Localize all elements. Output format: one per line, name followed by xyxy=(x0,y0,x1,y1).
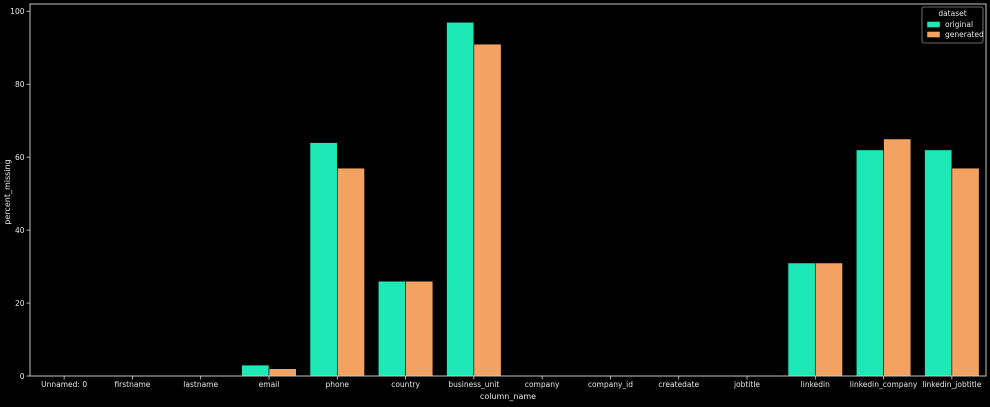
x-tick-label-12: linkedin_company xyxy=(850,380,918,389)
bar-generated-11 xyxy=(814,262,843,377)
legend-title: dataset xyxy=(938,9,966,18)
bar-original-3 xyxy=(241,364,270,377)
plot-frame xyxy=(29,3,987,377)
x-tick-label-10: jobtitle xyxy=(733,380,760,389)
y-tick-label-4: 80 xyxy=(15,80,25,89)
x-tick-label-2: lastname xyxy=(183,380,218,389)
x-tick-label-5: country xyxy=(391,380,420,389)
x-tick-label-0: Unnamed: 0 xyxy=(41,380,87,389)
x-tick-label-7: company xyxy=(525,380,560,389)
axes-layer xyxy=(29,3,987,377)
bar-original-6 xyxy=(446,21,475,377)
y-tick-label-5: 100 xyxy=(10,7,25,16)
legend-swatch-generated xyxy=(926,31,941,38)
x-tick-label-8: company_id xyxy=(588,380,633,389)
x-tick-label-9: createdate xyxy=(658,380,699,389)
legend-swatch-original xyxy=(926,21,941,28)
y-tick-label-2: 40 xyxy=(15,226,25,235)
bar-generated-4 xyxy=(336,167,365,377)
bar-generated-3 xyxy=(268,368,297,377)
bar-generated-5 xyxy=(405,280,434,377)
x-tick-label-3: email xyxy=(259,380,280,389)
bar-original-4 xyxy=(309,142,338,377)
bar-generated-13 xyxy=(951,167,980,377)
x-tick-label-13: linkedin_jobtitle xyxy=(922,380,981,389)
legend-label-original: original xyxy=(945,20,973,29)
bar-original-13 xyxy=(924,149,953,377)
y-tick-label-1: 20 xyxy=(15,299,25,308)
bar-generated-6 xyxy=(473,43,502,377)
x-tick-label-6: business_unit xyxy=(448,380,499,389)
y-tick-label-0: 0 xyxy=(20,372,25,381)
legend-label-generated: generated xyxy=(945,30,984,39)
bar-original-11 xyxy=(787,262,816,377)
y-axis-label: percent_missing xyxy=(3,159,12,224)
x-tick-label-1: firstname xyxy=(114,380,150,389)
x-tick-label-11: linkedin xyxy=(801,380,830,389)
bar-generated-12 xyxy=(883,138,912,377)
bars-layer xyxy=(241,21,980,377)
y-tick-label-3: 60 xyxy=(15,153,25,162)
x-tick-label-4: phone xyxy=(326,380,350,389)
bar-original-12 xyxy=(855,149,884,377)
x-axis-label: column_name xyxy=(480,392,536,401)
bar-original-5 xyxy=(377,280,406,377)
ticks-layer: 0 20 40 60 80 100 Unnamed: 0 firstname lastname e… xyxy=(10,7,982,389)
